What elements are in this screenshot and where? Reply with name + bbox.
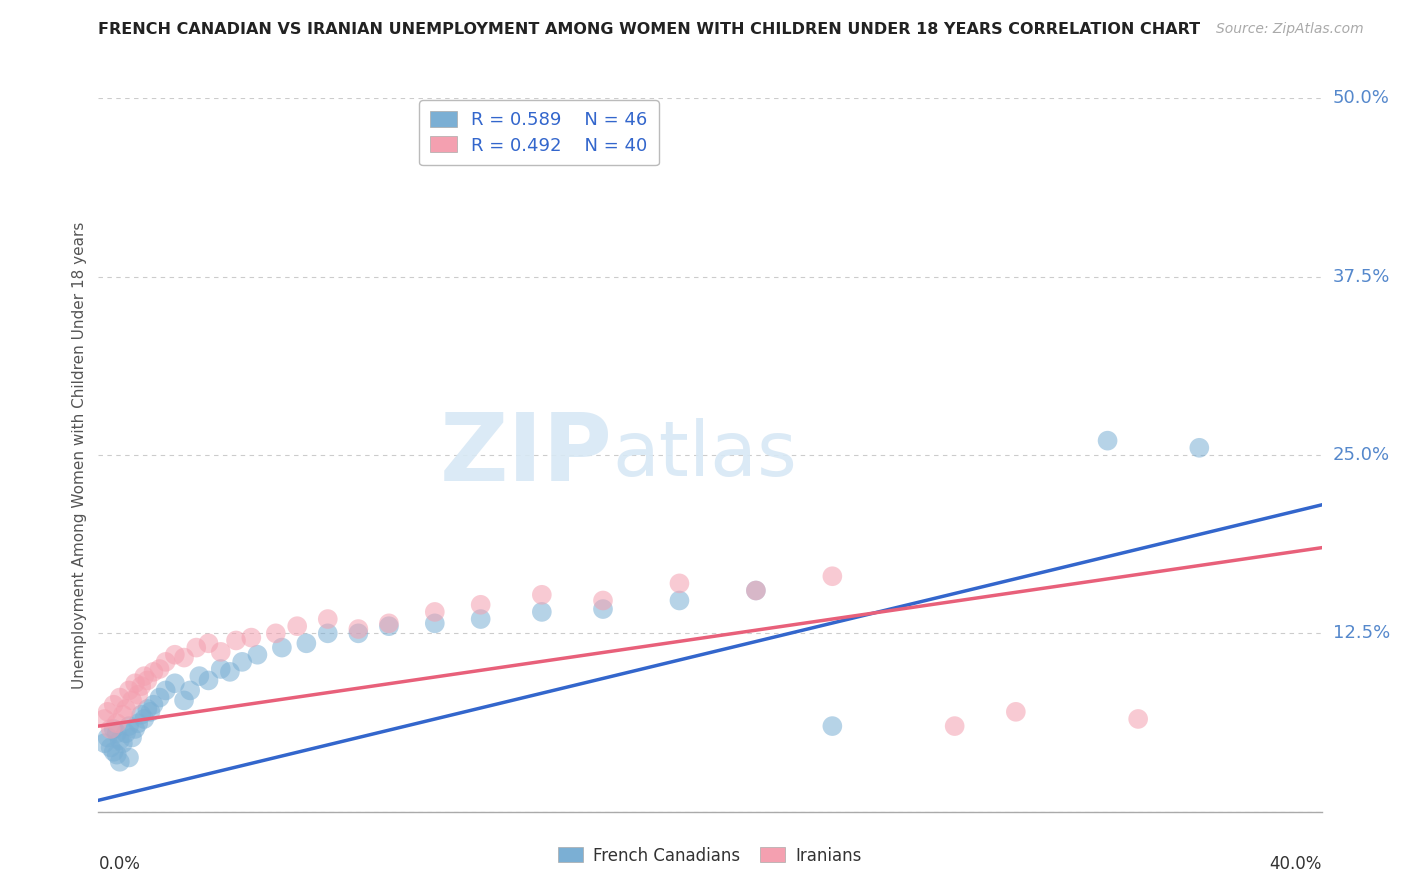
- Point: [103, 698, 125, 712]
- Point: [197, 673, 219, 688]
- Point: [225, 633, 247, 648]
- Text: ZIP: ZIP: [439, 409, 612, 501]
- Point: [103, 745, 125, 759]
- Point: [209, 645, 232, 659]
- Point: [127, 716, 149, 731]
- Point: [136, 673, 159, 688]
- Point: [316, 626, 339, 640]
- Point: [124, 676, 146, 690]
- Text: 40.0%: 40.0%: [1270, 855, 1322, 872]
- Point: [155, 683, 177, 698]
- Point: [821, 719, 844, 733]
- Point: [188, 669, 211, 683]
- Point: [118, 719, 141, 733]
- Text: FRENCH CANADIAN VS IRANIAN UNEMPLOYMENT AMONG WOMEN WITH CHILDREN UNDER 18 YEARS: FRENCH CANADIAN VS IRANIAN UNEMPLOYMENT …: [98, 22, 1201, 37]
- Point: [115, 702, 138, 716]
- Point: [124, 722, 146, 736]
- Point: [142, 665, 165, 679]
- Point: [115, 726, 138, 740]
- Point: [100, 722, 122, 736]
- Text: 25.0%: 25.0%: [1333, 446, 1391, 464]
- Text: 12.5%: 12.5%: [1333, 624, 1391, 642]
- Point: [121, 693, 143, 707]
- Point: [285, 619, 308, 633]
- Point: [97, 705, 120, 719]
- Point: [118, 683, 141, 698]
- Point: [347, 626, 370, 640]
- Point: [240, 631, 263, 645]
- Point: [219, 665, 242, 679]
- Point: [121, 731, 143, 745]
- Y-axis label: Unemployment Among Women with Children Under 18 years: Unemployment Among Women with Children U…: [72, 221, 87, 689]
- Point: [105, 716, 128, 731]
- Point: [105, 726, 128, 740]
- Text: 0.0%: 0.0%: [98, 855, 141, 872]
- Point: [1128, 712, 1150, 726]
- Point: [592, 593, 614, 607]
- Point: [149, 690, 172, 705]
- Point: [378, 616, 401, 631]
- Text: atlas: atlas: [612, 418, 797, 491]
- Point: [423, 605, 446, 619]
- Point: [592, 602, 614, 616]
- Point: [93, 712, 115, 726]
- Point: [745, 583, 768, 598]
- Point: [316, 612, 339, 626]
- Point: [295, 636, 318, 650]
- Point: [1188, 441, 1211, 455]
- Point: [186, 640, 208, 655]
- Point: [163, 648, 186, 662]
- Point: [108, 690, 131, 705]
- Text: Source: ZipAtlas.com: Source: ZipAtlas.com: [1216, 22, 1364, 37]
- Point: [246, 648, 269, 662]
- Point: [129, 707, 152, 722]
- Point: [197, 636, 219, 650]
- Point: [127, 688, 149, 702]
- Point: [163, 676, 186, 690]
- Point: [943, 719, 966, 733]
- Point: [470, 612, 492, 626]
- Point: [270, 640, 292, 655]
- Point: [173, 650, 195, 665]
- Point: [530, 605, 553, 619]
- Point: [530, 588, 553, 602]
- Point: [134, 712, 156, 726]
- Text: 37.5%: 37.5%: [1333, 268, 1391, 285]
- Legend: French Canadians, Iranians: French Canadians, Iranians: [551, 840, 869, 871]
- Point: [179, 683, 201, 698]
- Point: [668, 576, 690, 591]
- Point: [231, 655, 253, 669]
- Point: [142, 698, 165, 712]
- Point: [1097, 434, 1119, 448]
- Point: [105, 747, 128, 762]
- Point: [93, 736, 115, 750]
- Point: [136, 702, 159, 716]
- Point: [111, 736, 134, 750]
- Point: [264, 626, 287, 640]
- Point: [103, 722, 125, 736]
- Point: [209, 662, 232, 676]
- Point: [108, 755, 131, 769]
- Point: [668, 593, 690, 607]
- Point: [134, 669, 156, 683]
- Point: [423, 616, 446, 631]
- Point: [821, 569, 844, 583]
- Point: [173, 693, 195, 707]
- Point: [470, 598, 492, 612]
- Point: [745, 583, 768, 598]
- Point: [347, 622, 370, 636]
- Point: [149, 662, 172, 676]
- Point: [100, 740, 122, 755]
- Point: [111, 707, 134, 722]
- Point: [118, 750, 141, 764]
- Point: [97, 731, 120, 745]
- Point: [1004, 705, 1026, 719]
- Point: [378, 619, 401, 633]
- Point: [155, 655, 177, 669]
- Text: 50.0%: 50.0%: [1333, 89, 1389, 107]
- Point: [129, 679, 152, 693]
- Point: [139, 705, 162, 719]
- Point: [108, 733, 131, 747]
